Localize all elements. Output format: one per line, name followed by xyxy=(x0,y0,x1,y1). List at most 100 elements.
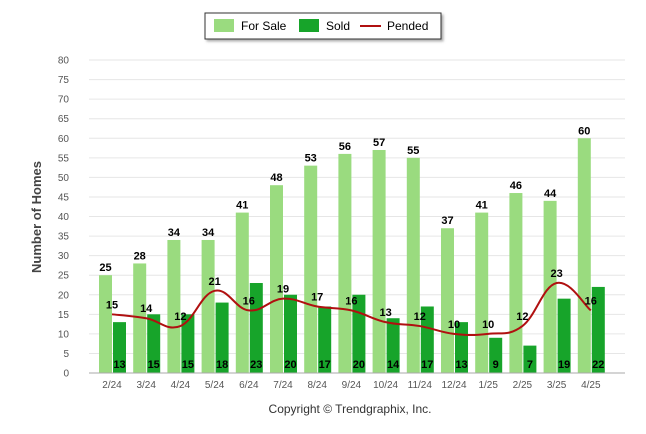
for-sale-data-label: 46 xyxy=(510,180,522,192)
sold-data-label: 7 xyxy=(527,359,533,371)
y-tick-label: 20 xyxy=(58,290,70,301)
sold-data-label: 23 xyxy=(250,359,262,371)
sold-bar xyxy=(147,314,161,373)
for-sale-data-label: 41 xyxy=(476,200,488,212)
legend: For Sale Sold Pended xyxy=(204,12,442,40)
legend-swatch-sold xyxy=(299,19,319,32)
for-sale-data-label: 48 xyxy=(270,172,282,184)
pended-data-label: 12 xyxy=(516,311,528,323)
y-tick-label: 55 xyxy=(58,153,70,164)
y-axis-ticks: 0 5 10 15 20 25 30 35 40 45 50 55 60 65 70 75 80 xyxy=(58,56,70,380)
y-tick-label: 75 xyxy=(58,75,70,86)
x-tick-label: 7/24 xyxy=(273,380,293,391)
pended-data-label: 10 xyxy=(448,319,460,331)
pended-data-label: 19 xyxy=(277,284,289,296)
x-axis-ticks: 2/24 3/24 4/24 5/24 6/24 7/24 8/24 9/24 10/24 11/… xyxy=(102,380,601,391)
legend-label-sold: Sold xyxy=(326,19,350,33)
x-tick-label: 8/24 xyxy=(307,380,327,391)
y-tick-label: 60 xyxy=(58,134,70,145)
for-sale-bar xyxy=(577,138,591,373)
sold-data-label: 22 xyxy=(592,359,604,371)
for-sale-data-label: 34 xyxy=(202,227,215,239)
sold-bar xyxy=(386,318,400,373)
y-tick-label: 30 xyxy=(58,251,70,262)
x-tick-label: 3/24 xyxy=(136,380,156,391)
pended-data-label: 17 xyxy=(311,291,323,303)
pended-data-label: 12 xyxy=(174,311,186,323)
y-tick-label: 45 xyxy=(58,192,70,203)
pended-data-label: 16 xyxy=(585,295,597,307)
sold-data-label: 18 xyxy=(216,359,228,371)
x-tick-label: 4/25 xyxy=(581,380,601,391)
for-sale-data-label: 57 xyxy=(373,137,385,149)
for-sale-data-label: 56 xyxy=(339,141,351,153)
y-axis-label: Number of Homes xyxy=(29,161,44,273)
x-tick-label: 4/24 xyxy=(171,380,191,391)
x-tick-label: 9/24 xyxy=(342,380,362,391)
for-sale-data-label: 60 xyxy=(578,125,590,137)
for-sale-bar xyxy=(99,275,112,373)
sold-data-label: 15 xyxy=(148,359,160,371)
pended-data-label: 12 xyxy=(414,311,426,323)
sold-data-label: 20 xyxy=(284,359,296,371)
for-sale-data-label: 44 xyxy=(544,188,557,200)
sold-bar xyxy=(181,314,195,373)
y-tick-label: 50 xyxy=(58,173,70,184)
pended-data-label: 23 xyxy=(550,268,562,280)
sold-bar xyxy=(557,298,571,373)
for-sale-data-label: 25 xyxy=(99,262,111,274)
for-sale-bar xyxy=(441,228,454,373)
legend-label-for-sale: For Sale xyxy=(241,19,287,33)
sold-data-label: 20 xyxy=(353,359,365,371)
legend-box xyxy=(204,12,442,40)
pended-data-label: 10 xyxy=(482,319,494,331)
sold-data-label: 17 xyxy=(319,359,331,371)
x-tick-label: 5/24 xyxy=(205,380,225,391)
y-tick-label: 25 xyxy=(58,271,70,282)
x-tick-label: 2/24 xyxy=(102,380,122,391)
sold-data-label: 14 xyxy=(387,359,400,371)
for-sale-bar xyxy=(338,153,352,373)
for-sale-data-label: 34 xyxy=(168,227,181,239)
for-sale-data-label: 28 xyxy=(134,250,146,262)
sold-bar xyxy=(284,294,297,373)
for-sale-data-label: 37 xyxy=(441,215,453,227)
sold-data-label: 13 xyxy=(113,359,125,371)
pended-data-label: 14 xyxy=(140,303,153,315)
pended-data-label: 16 xyxy=(243,295,255,307)
y-tick-label: 70 xyxy=(58,95,70,106)
sold-bar xyxy=(489,337,503,373)
x-tick-label: 12/24 xyxy=(441,380,466,391)
pended-data-label: 16 xyxy=(345,295,357,307)
x-tick-label: 2/25 xyxy=(513,380,533,391)
sold-data-label: 15 xyxy=(182,359,194,371)
y-tick-label: 15 xyxy=(58,310,70,321)
legend-label-pended: Pended xyxy=(387,19,428,33)
for-sale-bar xyxy=(304,165,318,373)
x-tick-label: 11/24 xyxy=(408,380,433,391)
y-tick-label: 10 xyxy=(58,329,70,340)
y-tick-label: 5 xyxy=(63,349,69,360)
y-tick-label: 40 xyxy=(58,212,70,223)
sold-data-label: 13 xyxy=(455,359,467,371)
sold-bar xyxy=(318,306,332,373)
pended-data-label: 13 xyxy=(379,307,391,319)
for-sale-bar xyxy=(509,193,523,373)
legend-swatch-for-sale xyxy=(214,19,234,32)
for-sale-bar xyxy=(475,212,489,373)
pended-line xyxy=(111,282,592,337)
pended-data-label: 21 xyxy=(208,276,220,288)
x-tick-label: 10/24 xyxy=(373,380,398,391)
bars xyxy=(99,138,605,373)
sold-data-label: 9 xyxy=(493,359,499,371)
data-labels: 25 13 28 15 34 15 34 18 41 23 48 20 53 17 56 20 57 14 55 17… xyxy=(99,125,604,371)
y-tick-label: 0 xyxy=(63,369,69,380)
y-tick-label: 65 xyxy=(58,114,70,125)
y-tick-label: 35 xyxy=(58,232,70,243)
sold-bar xyxy=(249,283,263,373)
sold-bar xyxy=(523,345,537,373)
for-sale-bar xyxy=(372,149,386,373)
for-sale-data-label: 55 xyxy=(407,145,419,157)
sold-data-label: 19 xyxy=(558,359,570,371)
